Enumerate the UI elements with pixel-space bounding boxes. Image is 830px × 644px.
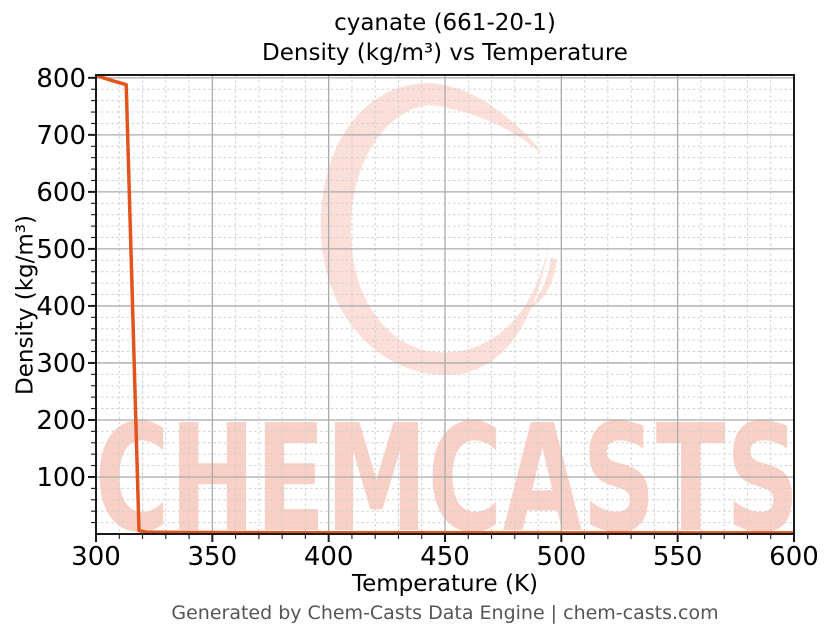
svg-text:400: 400 xyxy=(304,542,354,572)
series-layer xyxy=(96,75,794,534)
major-grid xyxy=(95,75,795,534)
svg-text:300: 300 xyxy=(71,542,121,572)
footer-credit: Generated by Chem-Casts Data Engine | ch… xyxy=(171,602,719,624)
svg-text:600: 600 xyxy=(769,542,819,572)
x-tick-labels: 300 350 400 450 500 550 600 xyxy=(71,542,819,572)
chart-title: cyanate (661-20-1) xyxy=(334,10,556,36)
chart-title-block: cyanate (661-20-1) Density (kg/m³) vs Te… xyxy=(96,8,794,68)
axes-spines xyxy=(95,74,795,535)
watermark-text: CHEMCASTS xyxy=(95,393,800,565)
svg-text:500: 500 xyxy=(36,235,86,265)
y-axis-label: Density (kg/m³) xyxy=(12,215,39,395)
svg-text:400: 400 xyxy=(36,292,86,322)
y-tick-labels: 100 200 300 400 500 600 700 800 xyxy=(36,64,86,493)
svg-text:450: 450 xyxy=(420,542,470,572)
svg-text:100: 100 xyxy=(36,463,86,493)
x-axis-label: Temperature (K) xyxy=(351,571,539,597)
watermark-logo-echo-stroke xyxy=(398,95,543,155)
svg-text:800: 800 xyxy=(36,64,86,94)
svg-text:300: 300 xyxy=(36,349,86,379)
watermark-logo-tail-stroke xyxy=(529,257,557,309)
major-ticks xyxy=(88,76,795,542)
svg-text:200: 200 xyxy=(36,406,86,436)
chart-subtitle: Density (kg/m³) vs Temperature xyxy=(262,40,628,66)
svg-text:600: 600 xyxy=(36,178,86,208)
minor-ticks xyxy=(91,88,772,539)
density-line xyxy=(96,75,794,534)
svg-text:700: 700 xyxy=(36,121,86,151)
svg-text:350: 350 xyxy=(188,542,238,572)
svg-text:500: 500 xyxy=(537,542,587,572)
svg-text:550: 550 xyxy=(653,542,703,572)
watermark: CHEMCASTS xyxy=(95,83,800,565)
